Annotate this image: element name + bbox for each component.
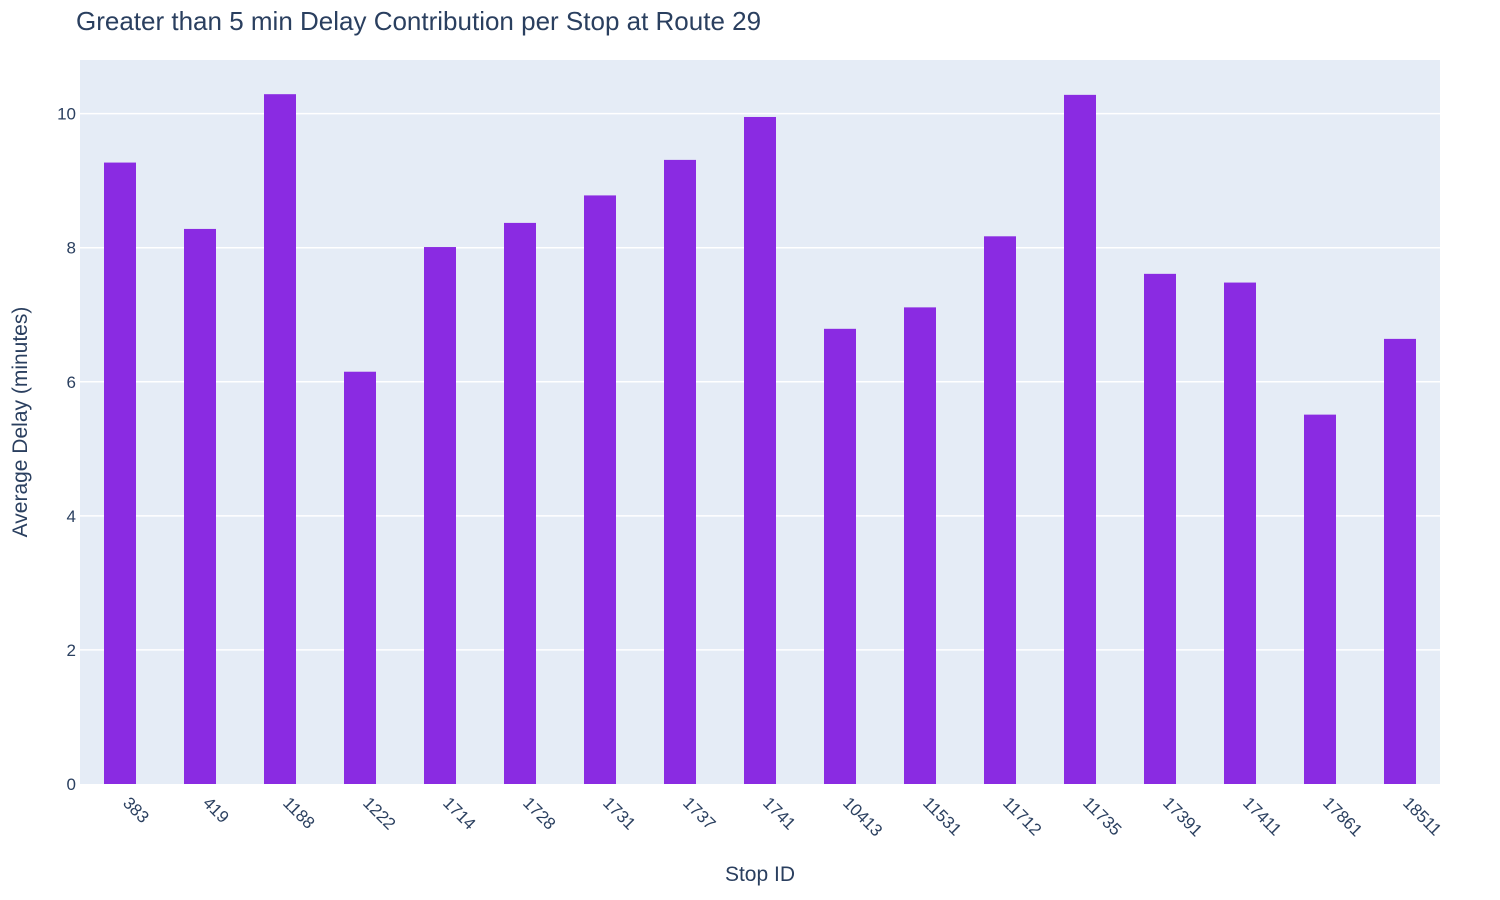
bar-11531[interactable] <box>904 307 936 784</box>
bar-383[interactable] <box>104 162 136 785</box>
x-tick-label: 11712 <box>999 793 1045 839</box>
x-tick-label: 17411 <box>1239 793 1285 839</box>
y-axis-title: Average Delay (minutes) <box>9 307 32 538</box>
x-tick-label: 419 <box>199 793 232 826</box>
x-tick-label: 17391 <box>1159 793 1206 840</box>
y-tick-label: 6 <box>67 373 76 392</box>
bar-17861[interactable] <box>1304 414 1336 784</box>
bar-1188[interactable] <box>264 94 296 784</box>
y-tick-label: 2 <box>67 641 76 660</box>
y-tick-label: 0 <box>67 775 76 794</box>
bar-10413[interactable] <box>824 328 856 784</box>
bar-1737[interactable] <box>664 159 696 784</box>
x-tick-label: 17861 <box>1319 793 1366 840</box>
bar-1222[interactable] <box>344 371 376 784</box>
bars <box>104 94 1416 785</box>
x-axis-title: Stop ID <box>725 863 795 886</box>
x-tick-label: 11531 <box>919 793 965 839</box>
bar-11712[interactable] <box>984 236 1016 785</box>
x-tick-label: 1731 <box>599 793 639 833</box>
bar-1728[interactable] <box>504 222 536 784</box>
bar-419[interactable] <box>184 228 216 784</box>
y-tick-label: 4 <box>67 507 76 526</box>
bar-11735[interactable] <box>1064 94 1096 785</box>
x-tick-label: 383 <box>119 793 152 826</box>
bar-18511[interactable] <box>1384 338 1416 784</box>
y-axis-ticks: 0 2 4 6 8 10 <box>57 105 76 794</box>
bar-1714[interactable] <box>424 247 456 785</box>
x-tick-label: 11735 <box>1079 793 1125 839</box>
bar-1731[interactable] <box>584 195 616 785</box>
bar-17391[interactable] <box>1144 273 1176 784</box>
chart-title: Greater than 5 min Delay Contribution pe… <box>76 6 761 36</box>
x-tick-label: 10413 <box>839 793 886 840</box>
bar-17411[interactable] <box>1224 282 1256 784</box>
x-axis-ticks: 383 419 1188 1222 1714 1728 1731 1737 1741 10413 1… <box>119 793 1445 840</box>
bar-1741[interactable] <box>744 116 776 784</box>
y-tick-label: 10 <box>57 105 76 124</box>
x-tick-label: 1222 <box>359 793 399 833</box>
x-tick-label: 1741 <box>759 793 799 833</box>
x-tick-label: 1188 <box>279 793 318 832</box>
y-tick-label: 8 <box>67 239 76 258</box>
x-tick-label: 1728 <box>519 793 559 833</box>
x-tick-label: 1737 <box>679 793 719 833</box>
x-tick-label: 18511 <box>1399 793 1445 839</box>
x-tick-label: 1714 <box>439 793 479 833</box>
